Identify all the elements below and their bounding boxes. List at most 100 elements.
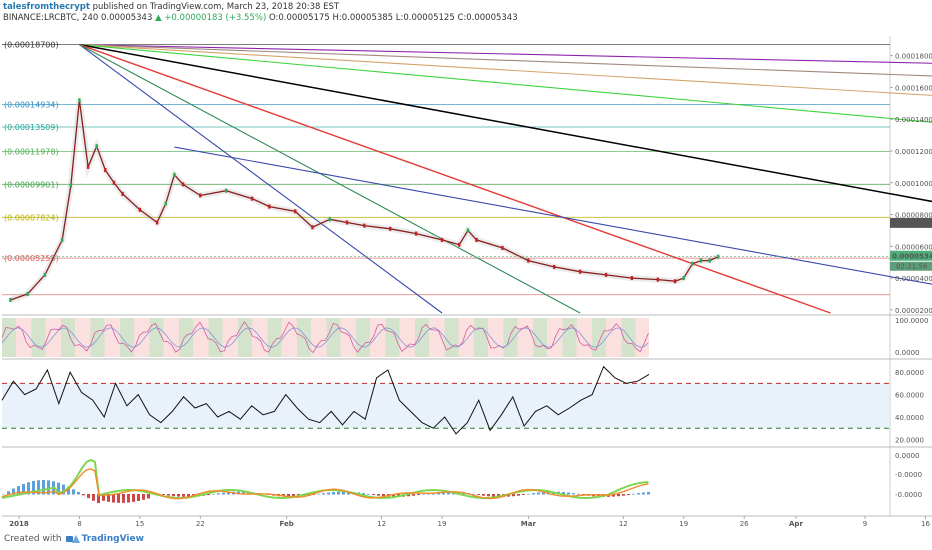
- macd-histogram-bar: [17, 486, 20, 495]
- macd-histogram-bar: [567, 492, 570, 495]
- author-name[interactable]: talesfromthecrypt: [3, 2, 90, 12]
- price-candle: [104, 168, 107, 173]
- oscillator1-zone: [592, 318, 606, 357]
- macd-histogram-bar: [122, 494, 125, 503]
- macd-histogram-bar: [72, 489, 75, 495]
- rsi-tick-label: 20.0000: [895, 436, 924, 444]
- macd-histogram-bar: [317, 493, 320, 495]
- macd-histogram-bar: [517, 494, 520, 496]
- macd-histogram-bar: [87, 494, 90, 499]
- rsi-band-fill: [2, 383, 890, 429]
- macd-histogram-bar: [242, 491, 245, 495]
- macd-histogram-bar: [337, 491, 340, 495]
- oscillator1-zone: [267, 318, 282, 357]
- macd-histogram-bar: [102, 494, 105, 501]
- oscillator1-zone: [533, 318, 547, 357]
- tradingview-logo[interactable]: TradingView: [65, 534, 144, 544]
- macd-histogram-bar: [287, 494, 290, 497]
- price-candle: [458, 242, 461, 247]
- macd-histogram-bar: [107, 494, 110, 502]
- macd-histogram-bar: [77, 492, 80, 495]
- oscillator1-zone: [149, 318, 164, 357]
- price-candle: [138, 207, 142, 212]
- price-candle: [682, 276, 685, 281]
- price-candle: [199, 193, 202, 198]
- price-candle: [86, 164, 90, 169]
- price-candle: [501, 245, 504, 250]
- price-candle: [475, 237, 478, 242]
- macd-histogram-bar: [497, 494, 500, 497]
- oscillator1-line-a: [1, 321, 649, 354]
- macd-histogram-bar: [342, 491, 345, 495]
- rsi-tick-label: 60.0000: [895, 392, 924, 400]
- macd-histogram-bar: [327, 492, 330, 495]
- macd-histogram-bar: [637, 493, 640, 495]
- fan-line: [174, 146, 932, 285]
- footer: Created with TradingView: [4, 534, 144, 544]
- macd-histogram-bar: [167, 494, 170, 496]
- macd-histogram-bar: [417, 494, 420, 496]
- price-candle: [553, 264, 556, 269]
- price-candle: [328, 217, 331, 222]
- oscillator1-zone: [208, 318, 223, 357]
- macd-histogram-bar: [537, 492, 540, 495]
- countdown-tag: [890, 261, 932, 271]
- macd-histogram-bar: [617, 494, 620, 497]
- time-tick-label: 15: [135, 520, 144, 528]
- macd-histogram-bar: [212, 493, 215, 495]
- oscillator1-zone: [179, 318, 193, 357]
- oscillator1-zone: [444, 318, 459, 357]
- chart-header-line2: BINANCE:LRCBTC, 240 0.00005343 ▲ +0.0000…: [3, 13, 518, 23]
- macd-histogram-bar: [57, 482, 60, 495]
- macd-histogram-bar: [562, 492, 565, 495]
- oscillator1-zone: [238, 318, 252, 357]
- price-candle: [656, 277, 660, 282]
- macd-histogram-bar: [62, 484, 65, 495]
- time-tick-label: 19: [679, 520, 688, 528]
- macd-histogram-bar: [222, 492, 225, 495]
- macd-histogram-bar: [492, 494, 495, 497]
- macd-histogram-bar: [292, 494, 295, 497]
- fan-line: [79, 44, 932, 96]
- macd-histogram-bar: [227, 492, 230, 495]
- price-panel: (0.00018700) (0.00014934) (0.00013509) (0.0…: [2, 41, 932, 314]
- macd-histogram-bar: [512, 494, 515, 497]
- oscillator-panel-2: [1, 365, 890, 435]
- price-candle: [95, 144, 98, 149]
- symbol-label: BINANCE:LRCBTC, 240: [3, 13, 99, 23]
- created-with-label: Created with: [4, 534, 62, 544]
- price-candle: [26, 291, 29, 296]
- oscillator1-zone: [61, 318, 75, 357]
- macd-histogram-bar: [162, 494, 165, 495]
- macd-histogram-bar: [572, 493, 575, 495]
- fib-level-label: (0.00009901): [4, 180, 59, 189]
- price-candle: [630, 276, 634, 281]
- price-candle: [578, 269, 582, 274]
- price-candle: [112, 180, 116, 185]
- macd-histogram-bar: [407, 494, 410, 497]
- oscillator1-line-b: [1, 327, 649, 348]
- price-candle: [173, 172, 176, 177]
- price-candle: [43, 272, 47, 277]
- macd-histogram-bar: [32, 480, 35, 495]
- price-candle: [363, 223, 366, 228]
- rsi-tick-label: 40.0000: [895, 414, 924, 422]
- fan-line: [79, 43, 831, 314]
- macd-histogram-bar: [172, 494, 175, 497]
- ohlc-label: O:0.00005175 H:0.00005385 L:0.00005125 C…: [268, 13, 518, 23]
- macd-histogram-bar: [447, 491, 450, 495]
- price-candle: [60, 237, 64, 242]
- macd-histogram-bar: [207, 494, 210, 496]
- macd-histogram-bar: [367, 493, 370, 495]
- price-candle: [466, 228, 470, 233]
- oscillator1-zone: [562, 318, 577, 357]
- macd-histogram-bar: [217, 493, 220, 495]
- macd-histogram-bar: [112, 494, 115, 503]
- macd-histogram-bar: [147, 494, 150, 499]
